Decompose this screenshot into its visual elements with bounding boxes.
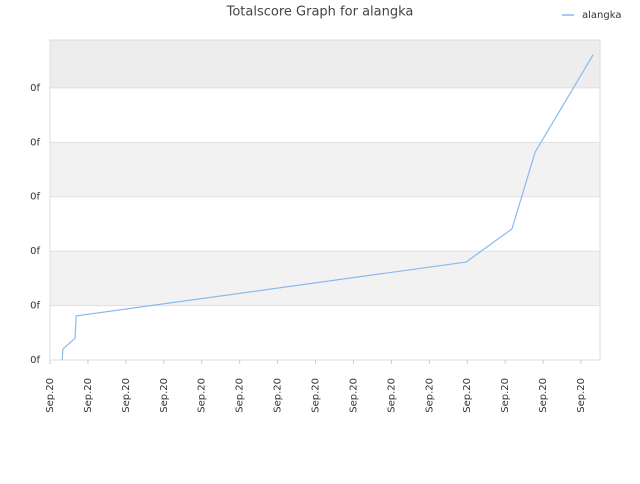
grid-band	[50, 251, 600, 306]
x-tick-label: Sep.20	[576, 378, 587, 413]
y-tick-label: 0f	[30, 355, 40, 366]
y-tick-label: 0f	[30, 192, 40, 203]
grid-band	[50, 87, 600, 143]
x-tick-label: Sep.20	[83, 378, 94, 413]
legend-label: alangka	[582, 10, 621, 21]
x-tick-label: Sep.20	[273, 378, 284, 413]
x-tick-label: Sep.20	[159, 378, 170, 413]
x-tick-label: Sep.20	[197, 378, 208, 413]
grid-band	[50, 305, 600, 360]
y-tick-label: 0f	[30, 83, 40, 94]
x-tick-label: Sep.20	[311, 378, 322, 413]
series-line	[61, 54, 594, 361]
x-tick-label: Sep.20	[462, 378, 473, 413]
plot-border	[49, 39, 601, 361]
x-tick-label: Sep.20	[500, 378, 511, 413]
x-tick-label: Sep.20	[121, 378, 132, 413]
x-tick-label: Sep.20	[424, 378, 435, 413]
x-tick-label: Sep.20	[386, 378, 397, 413]
grid-band	[50, 142, 600, 197]
grid-band	[50, 196, 600, 252]
chart-title: Totalscore Graph for alangka	[226, 5, 414, 20]
x-tick-label: Sep.20	[348, 378, 359, 413]
x-tick-label: Sep.20	[235, 378, 246, 413]
x-tick-label: Sep.20	[45, 378, 56, 413]
y-tick-label: 0f	[30, 246, 40, 257]
x-tick-label: Sep.20	[538, 378, 549, 413]
y-tick-label: 0f	[30, 301, 40, 312]
y-tick-label: 0f	[30, 137, 40, 148]
